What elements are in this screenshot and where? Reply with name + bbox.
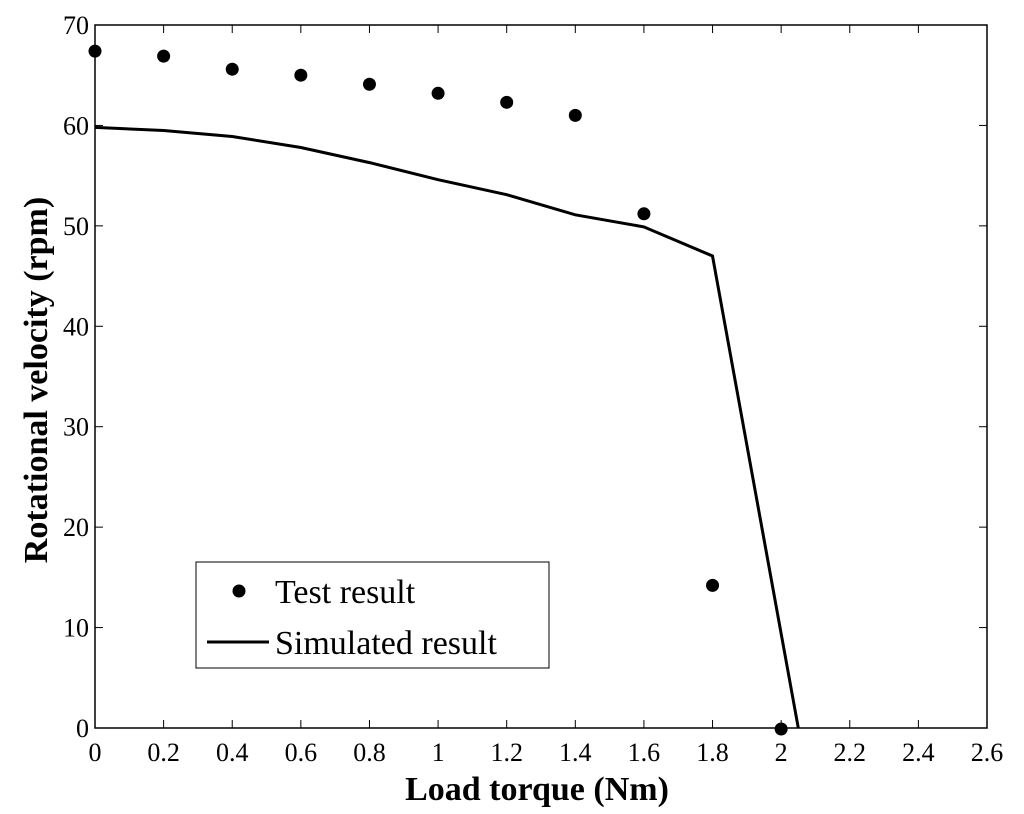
test-result-point — [568, 108, 582, 122]
test-result-points — [88, 44, 788, 736]
y-tick-label: 40 — [63, 312, 89, 341]
x-tick-label: 1.8 — [696, 738, 729, 767]
test-result-point — [88, 44, 102, 58]
x-tick-label: 2.6 — [971, 738, 1004, 767]
test-result-point — [362, 77, 376, 91]
y-tick-label: 0 — [76, 714, 89, 743]
simulated-result-line — [94, 125, 800, 729]
y-tick-label: 50 — [63, 212, 89, 241]
x-tick-label: 0 — [89, 738, 102, 767]
legend: Test result Simulated result — [195, 561, 550, 669]
x-tick-label: 0.4 — [216, 738, 249, 767]
x-tick-label: 2 — [775, 738, 788, 767]
x-axis: 0 0.2 0.4 0.6 0.8 1 1.2 1.4 1.6 1.8 2 2.2 2.4 2.6 — [89, 25, 1004, 767]
legend-test-label: Test result — [275, 574, 416, 611]
test-result-point — [500, 95, 514, 109]
x-tick-label: 0.2 — [147, 738, 180, 767]
x-axis-title: Load torque (Nm) — [405, 771, 669, 808]
x-tick-label: 2.2 — [834, 738, 867, 767]
x-tick-label: 0.8 — [353, 738, 386, 767]
y-axis-title: Rotational velocity (rpm) — [18, 197, 55, 563]
x-tick-label: 0.6 — [285, 738, 318, 767]
x-tick-label: 1.4 — [559, 738, 592, 767]
y-tick-label: 60 — [63, 111, 89, 140]
y-tick-label: 30 — [63, 413, 89, 442]
y-tick-label: 20 — [63, 513, 89, 542]
x-tick-label: 2.4 — [902, 738, 935, 767]
legend-test-marker — [232, 584, 246, 598]
test-result-point — [294, 68, 308, 82]
y-axis: 0 10 20 30 40 50 60 70 — [63, 11, 987, 743]
test-result-point — [774, 722, 788, 736]
y-tick-label: 10 — [63, 614, 89, 643]
test-result-point — [225, 62, 239, 76]
x-tick-label: 1 — [432, 738, 445, 767]
test-result-point — [431, 86, 445, 100]
test-result-point — [157, 49, 171, 63]
test-result-point — [637, 207, 651, 221]
legend-box — [195, 561, 550, 669]
y-tick-label: 70 — [63, 11, 89, 40]
x-tick-label: 1.2 — [490, 738, 523, 767]
x-tick-label: 1.6 — [628, 738, 661, 767]
legend-sim-label: Simulated result — [275, 625, 497, 662]
test-result-point — [706, 578, 720, 592]
